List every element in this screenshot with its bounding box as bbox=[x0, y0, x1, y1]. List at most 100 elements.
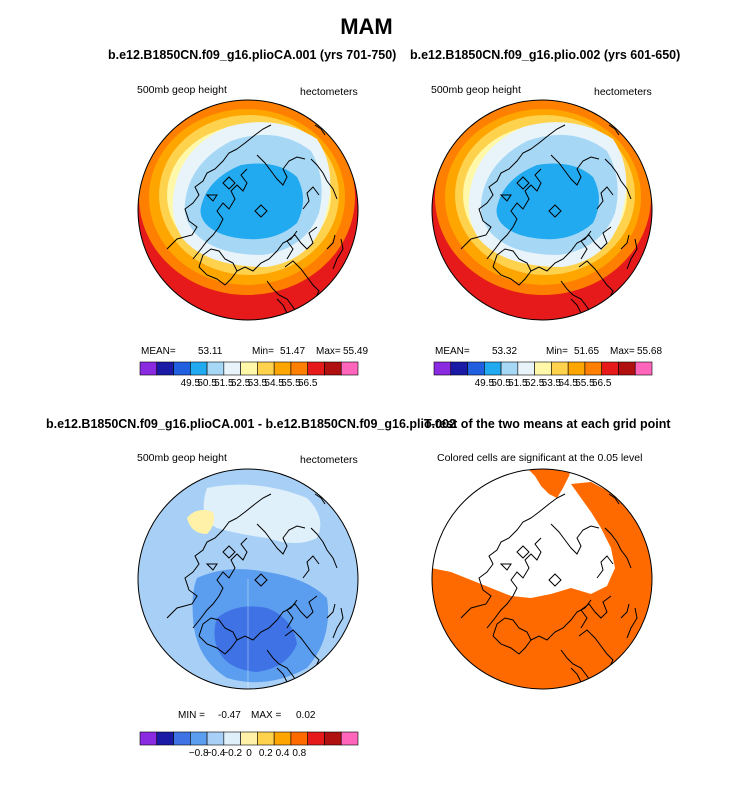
coastline bbox=[492, 617, 532, 655]
coastline bbox=[236, 493, 272, 519]
colorbar-swatch bbox=[139, 731, 158, 746]
colorbar-swatch bbox=[584, 361, 602, 376]
map-field bbox=[138, 100, 358, 320]
colorbar-swatch bbox=[273, 361, 292, 376]
panel2-max-value: 55.68 bbox=[637, 346, 663, 357]
panel1-max-label: Max= bbox=[316, 346, 341, 357]
coastline bbox=[560, 649, 592, 683]
panel4-map bbox=[431, 468, 653, 690]
panel3-min-label: MIN = bbox=[178, 710, 205, 721]
coastline bbox=[626, 607, 638, 639]
colorbar-swatch bbox=[307, 361, 325, 376]
coastline bbox=[486, 168, 542, 260]
coastline bbox=[516, 545, 530, 559]
coastline bbox=[332, 607, 344, 639]
panel1-min-value: 51.47 bbox=[280, 346, 306, 357]
colorbar-swatch bbox=[307, 731, 325, 746]
colorbar-swatch bbox=[206, 361, 225, 376]
colorbar-tick-label: 49.5 bbox=[180, 378, 201, 389]
panel2-min-label: Min= bbox=[546, 346, 568, 357]
colorbar-swatch bbox=[156, 361, 174, 376]
colorbar-tick-label: 56.5 bbox=[297, 378, 318, 389]
colorbar-tick-label: 0.4 bbox=[275, 748, 290, 759]
colorbar-tick-label: 51.5 bbox=[508, 378, 528, 389]
panel4-significance-note: Colored cells are significant at the 0.0… bbox=[437, 452, 643, 464]
coastline bbox=[310, 158, 338, 200]
colorbar-tick-label: −0.4 bbox=[205, 748, 226, 759]
coastline bbox=[560, 280, 592, 314]
colorbar-tick-label: 0.8 bbox=[292, 748, 307, 759]
panel1-title: b.e12.B1850CN.f09_g16.plioCA.001 (yrs 70… bbox=[108, 48, 397, 62]
colorbar-swatch bbox=[567, 361, 586, 376]
coastline bbox=[530, 493, 566, 519]
colorbar-swatch bbox=[450, 361, 468, 376]
coastline bbox=[326, 603, 336, 619]
panel3-max-label: MAX = bbox=[251, 710, 282, 721]
colorbar-tick-label: 55.5 bbox=[281, 378, 301, 389]
coastline bbox=[548, 573, 562, 587]
coastline bbox=[486, 537, 542, 629]
panel3-colorbar-labels: −0.8 −0.4 −0.2 0 0.2 0.4 0.8 bbox=[140, 748, 358, 762]
panel3-min-value: -0.47 bbox=[218, 710, 241, 721]
figure-title: MAM bbox=[340, 14, 393, 39]
coastline bbox=[310, 527, 338, 569]
level-minus-0.4 bbox=[214, 606, 297, 672]
coastline bbox=[192, 168, 248, 260]
coastline bbox=[604, 527, 632, 569]
coastline bbox=[205, 563, 218, 571]
colorbar-swatch bbox=[324, 731, 342, 746]
coastline bbox=[604, 158, 632, 200]
panel2-map bbox=[431, 99, 653, 321]
coastline bbox=[205, 194, 218, 202]
colorbar-tick-label: 52.5 bbox=[230, 378, 251, 389]
colorbar-swatch bbox=[467, 361, 485, 376]
significant-region bbox=[527, 469, 571, 498]
coastline bbox=[492, 248, 532, 286]
coastline bbox=[596, 555, 614, 579]
panel4-title: T-test of the two means at each grid poi… bbox=[424, 417, 671, 431]
level-plus-0.02 bbox=[187, 510, 215, 534]
colorbar-swatch bbox=[618, 361, 636, 376]
panel3-colorbar bbox=[139, 731, 359, 746]
colorbar-swatch bbox=[240, 361, 258, 376]
colorbar-tick-label: 51.5 bbox=[214, 378, 234, 389]
map-boundary bbox=[137, 99, 359, 321]
colorbar-swatch bbox=[156, 731, 174, 746]
map-boundary bbox=[431, 99, 653, 321]
colorbar-swatch bbox=[433, 361, 452, 376]
colorbar-swatch bbox=[534, 361, 552, 376]
panel1-min-label: Min= bbox=[252, 346, 274, 357]
coastline bbox=[620, 603, 630, 619]
coastline bbox=[499, 563, 512, 571]
map-field bbox=[138, 469, 358, 689]
panel1-mean-value: 53.11 bbox=[198, 346, 223, 357]
coastline bbox=[596, 186, 614, 210]
coastline bbox=[256, 523, 306, 555]
coastline bbox=[332, 238, 344, 270]
colorbar-swatch bbox=[206, 731, 225, 746]
panel1-colorbar-labels: 49.5 50.5 51.5 52.5 53.5 54.5 55.5 56.5 bbox=[140, 378, 358, 392]
colorbar-tick-label: 50.5 bbox=[491, 378, 511, 389]
panel1-variable-label: 500mb geop height bbox=[137, 84, 227, 96]
colorbar-swatch bbox=[257, 731, 275, 746]
panel3-map bbox=[137, 468, 359, 690]
colorbar-swatch bbox=[340, 361, 359, 376]
colorbar-tick-label: 52.5 bbox=[524, 378, 545, 389]
colorbar-swatch bbox=[551, 361, 569, 376]
colorbar-tick-label: 55.5 bbox=[575, 378, 595, 389]
panel3-units-label: hectometers bbox=[300, 454, 358, 466]
coastline bbox=[608, 493, 620, 505]
colorbar-swatch bbox=[173, 731, 191, 746]
panel1-mean-label: MEAN= bbox=[141, 346, 176, 357]
coastline bbox=[608, 124, 620, 136]
coastline bbox=[530, 124, 566, 150]
colorbar-swatch bbox=[190, 361, 208, 376]
panel2-mean-value: 53.32 bbox=[492, 346, 518, 357]
coastline bbox=[460, 517, 532, 619]
coastline bbox=[166, 148, 238, 250]
colorbar-tick-label: −0.8 bbox=[188, 748, 209, 759]
map-field bbox=[432, 469, 652, 689]
colorbar-tick-label: 49.5 bbox=[474, 378, 495, 389]
panel3-max-value: 0.02 bbox=[296, 710, 316, 721]
colorbar-swatch bbox=[290, 731, 308, 746]
